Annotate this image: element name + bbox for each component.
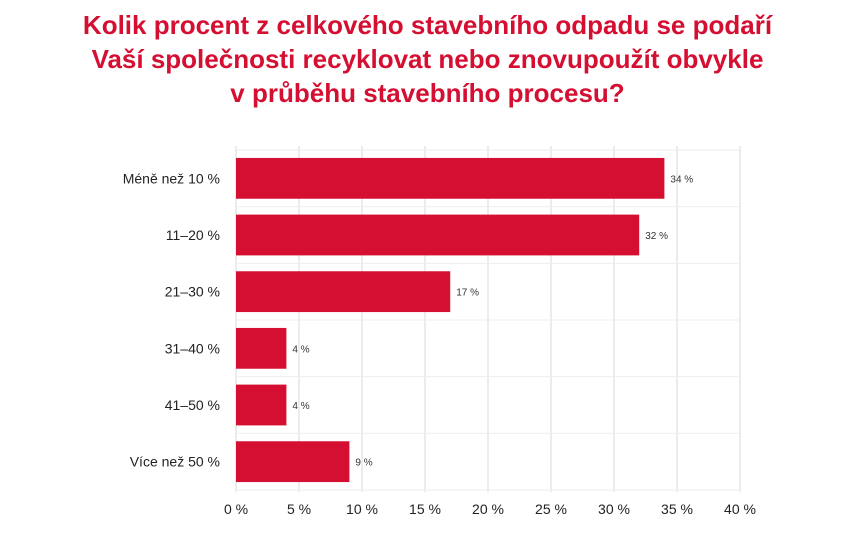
x-tick-label: 0 %	[224, 501, 248, 517]
category-label: 31–40 %	[165, 340, 220, 356]
bars	[236, 157, 665, 483]
chart-title: Kolik procent z celkového stavebního odp…	[0, 8, 855, 110]
chart-title-line-1: Kolik procent z celkového stavebního odp…	[82, 10, 773, 40]
category-label: Více než 50 %	[130, 454, 220, 470]
bar	[236, 214, 640, 256]
bar	[236, 327, 287, 369]
x-tick-label: 40 %	[724, 501, 756, 517]
bar	[236, 441, 350, 483]
x-tick-label: 25 %	[535, 501, 567, 517]
data-label: 34 %	[670, 174, 693, 185]
data-label: 4 %	[292, 401, 309, 412]
category-label: 41–50 %	[165, 397, 220, 413]
data-label: 32 %	[645, 231, 668, 242]
x-tick-label: 30 %	[598, 501, 630, 517]
data-label: 17 %	[456, 288, 479, 299]
category-label: 21–30 %	[165, 284, 220, 300]
category-label: Méně než 10 %	[123, 170, 220, 186]
x-tick-label: 15 %	[409, 501, 441, 517]
x-tick-label: 5 %	[287, 501, 311, 517]
x-tick-label: 10 %	[346, 501, 378, 517]
labels: 0 % 5 % 10 % 15 % 20 % 25 % 30 % 35 % 40 % Méně n…	[123, 170, 756, 517]
x-tick-label: 35 %	[661, 501, 693, 517]
bar	[236, 157, 665, 199]
x-tick-label: 20 %	[472, 501, 504, 517]
bar	[236, 384, 287, 426]
grid-lines	[235, 146, 741, 492]
chart-title-line-2: Vaší společnosti recyklovat nebo znovupo…	[91, 44, 764, 74]
data-label: 4 %	[292, 344, 309, 355]
data-label: 9 %	[355, 458, 372, 469]
chart-title-line-3: v průběhu stavebního procesu?	[230, 78, 625, 108]
category-label: 11–20 %	[166, 227, 220, 243]
bar	[236, 271, 451, 313]
